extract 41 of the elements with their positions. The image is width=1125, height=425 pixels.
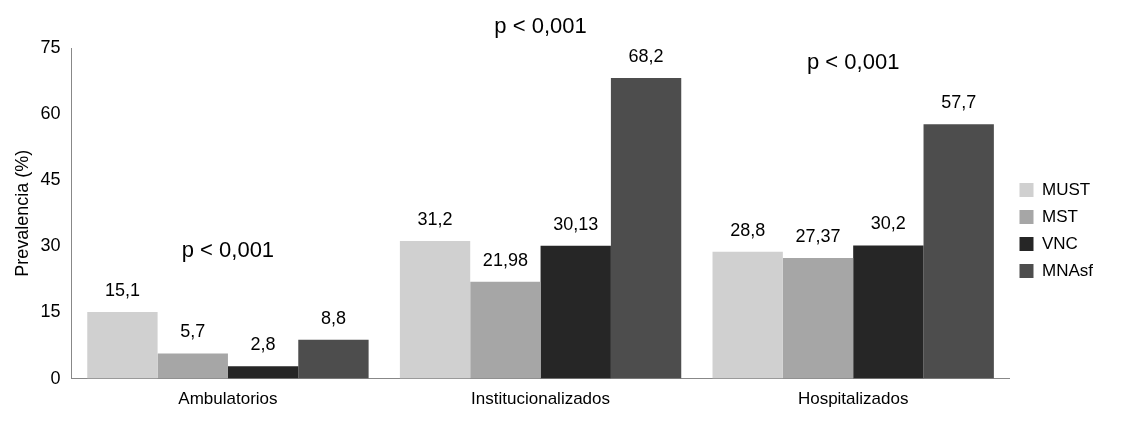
annotation: p < 0,001 (807, 49, 900, 75)
x-tick-label: Ambulatorios (178, 389, 278, 409)
bar (157, 353, 228, 379)
y-tick-label: 30 (40, 235, 61, 256)
data-label: 57,7 (941, 92, 977, 113)
data-label: 21,98 (482, 249, 528, 270)
bar (923, 124, 994, 379)
bar (470, 281, 541, 379)
bar (399, 241, 471, 379)
legend-label: MNAsf (1042, 260, 1094, 280)
bar (712, 251, 783, 379)
data-label: 15,1 (104, 280, 140, 301)
bar (610, 77, 682, 379)
bar (853, 245, 924, 379)
data-label: 68,2 (628, 45, 664, 66)
bar (87, 312, 158, 379)
data-label: 2,8 (250, 334, 276, 355)
text: p < 0,001 (494, 13, 587, 39)
y-tick-label: 15 (40, 301, 61, 322)
data-label: 30,2 (870, 213, 906, 234)
y-tick-label: 0 (50, 367, 61, 388)
y-axis-title: Prevalencia (%) (11, 149, 32, 277)
x-tick-label: Institucionalizados (471, 389, 611, 409)
legend-label: MUST (1042, 179, 1091, 199)
data-label: 28,8 (730, 219, 766, 240)
bar (782, 257, 854, 379)
y-tick-label: 75 (40, 36, 61, 57)
bar (540, 245, 611, 379)
legend-label: VNC (1042, 233, 1078, 253)
legend-label: MST (1042, 206, 1078, 226)
data-label: 27,37 (795, 225, 841, 246)
data-label: 30,13 (553, 213, 599, 234)
bar (298, 339, 369, 379)
y-tick-label: 60 (40, 103, 61, 124)
x-tick-label: Hospitalizados (797, 389, 909, 409)
annotation: p < 0,001 (181, 237, 275, 263)
data-label: 8,8 (320, 307, 346, 328)
data-label: 5,7 (180, 321, 206, 342)
bar (227, 366, 299, 379)
y-tick-label: 45 (40, 169, 61, 190)
data-label: 31,2 (417, 209, 453, 230)
